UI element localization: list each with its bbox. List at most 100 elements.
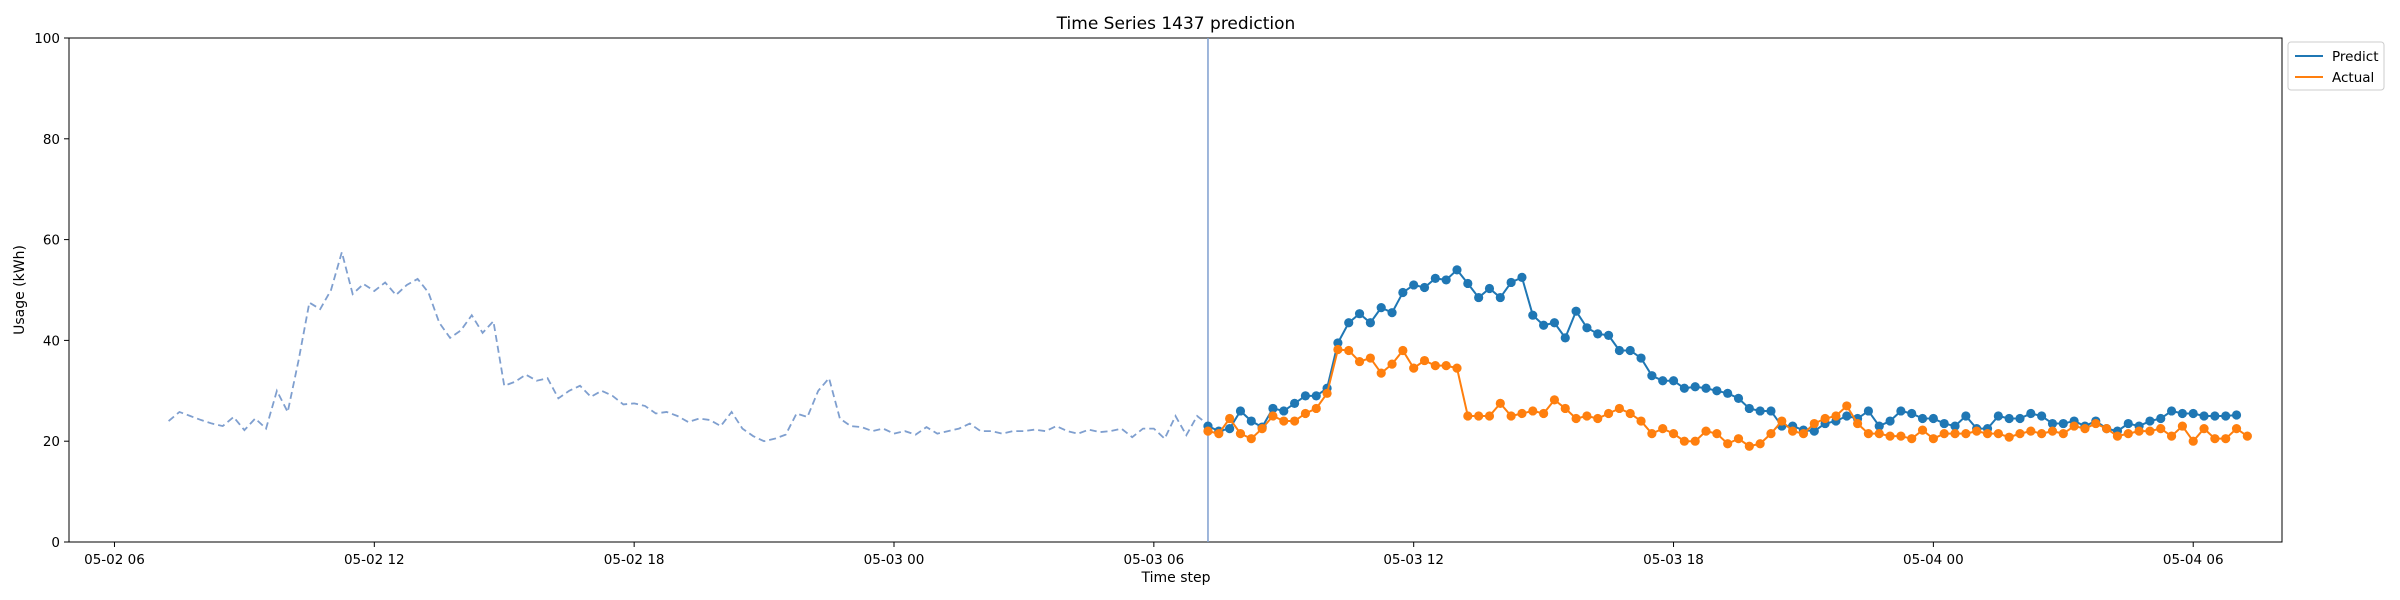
predict-point [1668,376,1679,386]
x-axis: 05-02 06 05-02 12 05-02 18 05-03 00 05-03 06… [84,542,2224,568]
actual-point [1885,431,1895,441]
actual-point [1636,416,1646,426]
predict-point [1441,275,1451,285]
actual-point [1322,388,1332,398]
actual-point [1842,401,1852,411]
predict-point [1842,411,1852,421]
actual-point [1225,413,1235,424]
x-tick-label: 05-03 00 [864,552,925,568]
predict-point [1582,323,1592,333]
predict-point [2199,411,2209,421]
actual-point [2166,431,2177,441]
chart-title: Time Series 1437 prediction [1056,14,1296,34]
predict-point [1766,406,1776,416]
predict-point [1625,345,1635,356]
legend-actual-label: Actual [2332,70,2374,86]
predict-point [1430,273,1440,284]
actual-point [1376,368,1386,378]
predict-point [1474,292,1484,303]
actual-point [2026,426,2036,436]
actual-point [2145,426,2155,436]
y-axis: 0 20 40 60 80 100 [34,31,69,551]
actual-point [1668,429,1679,439]
actual-point [2069,421,2079,431]
actual-point [1852,418,1863,429]
x-tick-label: 05-03 06 [1123,552,1184,568]
actual-point [1961,429,1971,439]
actual-point [1235,429,1246,439]
actual-point [1831,411,1841,421]
predict-point [1365,318,1375,328]
predict-point [2123,418,2133,429]
actual-point [1917,425,1928,435]
predict-point [2026,408,2036,419]
actual-point [1701,426,1711,436]
predict-point [1993,411,2003,421]
predict-point [1311,391,1321,401]
actual-point [1874,429,1884,439]
actual-point [1863,429,1874,439]
predict-point [1712,386,1722,396]
actual-point [1214,429,1224,439]
x-tick-label: 05-02 12 [344,552,405,568]
y-tick-label: 80 [43,132,60,148]
actual-point [1409,363,1419,373]
x-tick-label: 05-03 18 [1643,552,1704,568]
predict-point [2156,413,2166,424]
y-tick-label: 20 [43,434,60,450]
actual-point [1365,353,1375,363]
predict-point [1636,353,1646,363]
x-tick-label: 05-02 18 [604,552,665,568]
predict-point [1560,333,1570,343]
predict-point [1690,382,1700,392]
actual-point [1712,429,1722,439]
actual-point [2004,432,2014,442]
legend-predict-label: Predict [2332,49,2379,65]
predict-point [2188,408,2198,419]
actual-point [1593,413,1603,424]
x-tick-label: 05-04 06 [2163,552,2224,568]
predict-point [2166,406,2177,416]
actual-point [1658,424,1668,434]
actual-point [2221,434,2231,444]
actual-point [1939,429,1949,439]
y-tick-label: 100 [34,31,60,47]
actual-point [2134,426,2144,436]
predict-point [1571,306,1581,316]
predict-point [2221,411,2231,421]
actual-point [1463,411,1473,421]
actual-point [2112,431,2123,441]
actual-point [2210,434,2220,444]
predict-point [1549,318,1560,328]
actual-point [1517,408,1527,419]
actual-point [1755,439,1765,449]
actual-point [1571,413,1581,424]
predict-point [1744,403,1754,414]
actual-point [1441,361,1451,371]
actual-point [2177,421,2187,431]
actual-point [1690,436,1700,446]
actual-point [1744,441,1754,451]
predict-point [1928,413,1938,424]
predict-point [1225,424,1235,434]
predict-point [1268,403,1278,414]
actual-point [1387,359,1397,369]
actual-point [1647,429,1657,439]
actual-point [1419,355,1430,366]
actual-point [1766,429,1776,439]
actual-point [1495,398,1505,408]
actual-point [1950,429,1960,439]
predict-point [1658,376,1668,386]
actual-point [1203,426,1213,436]
predict-point [1863,406,1874,416]
predict-point [1614,345,1624,356]
legend: Predict Actual [2287,41,2385,91]
actual-point [1679,436,1689,446]
actual-point [1809,418,1819,429]
predict-point [1950,421,1960,431]
actual-point [1474,411,1484,421]
predict-point [1679,383,1689,393]
actual-point [2058,429,2068,439]
actual-point [1289,416,1300,426]
x-axis-label: Time step [1141,570,1211,586]
